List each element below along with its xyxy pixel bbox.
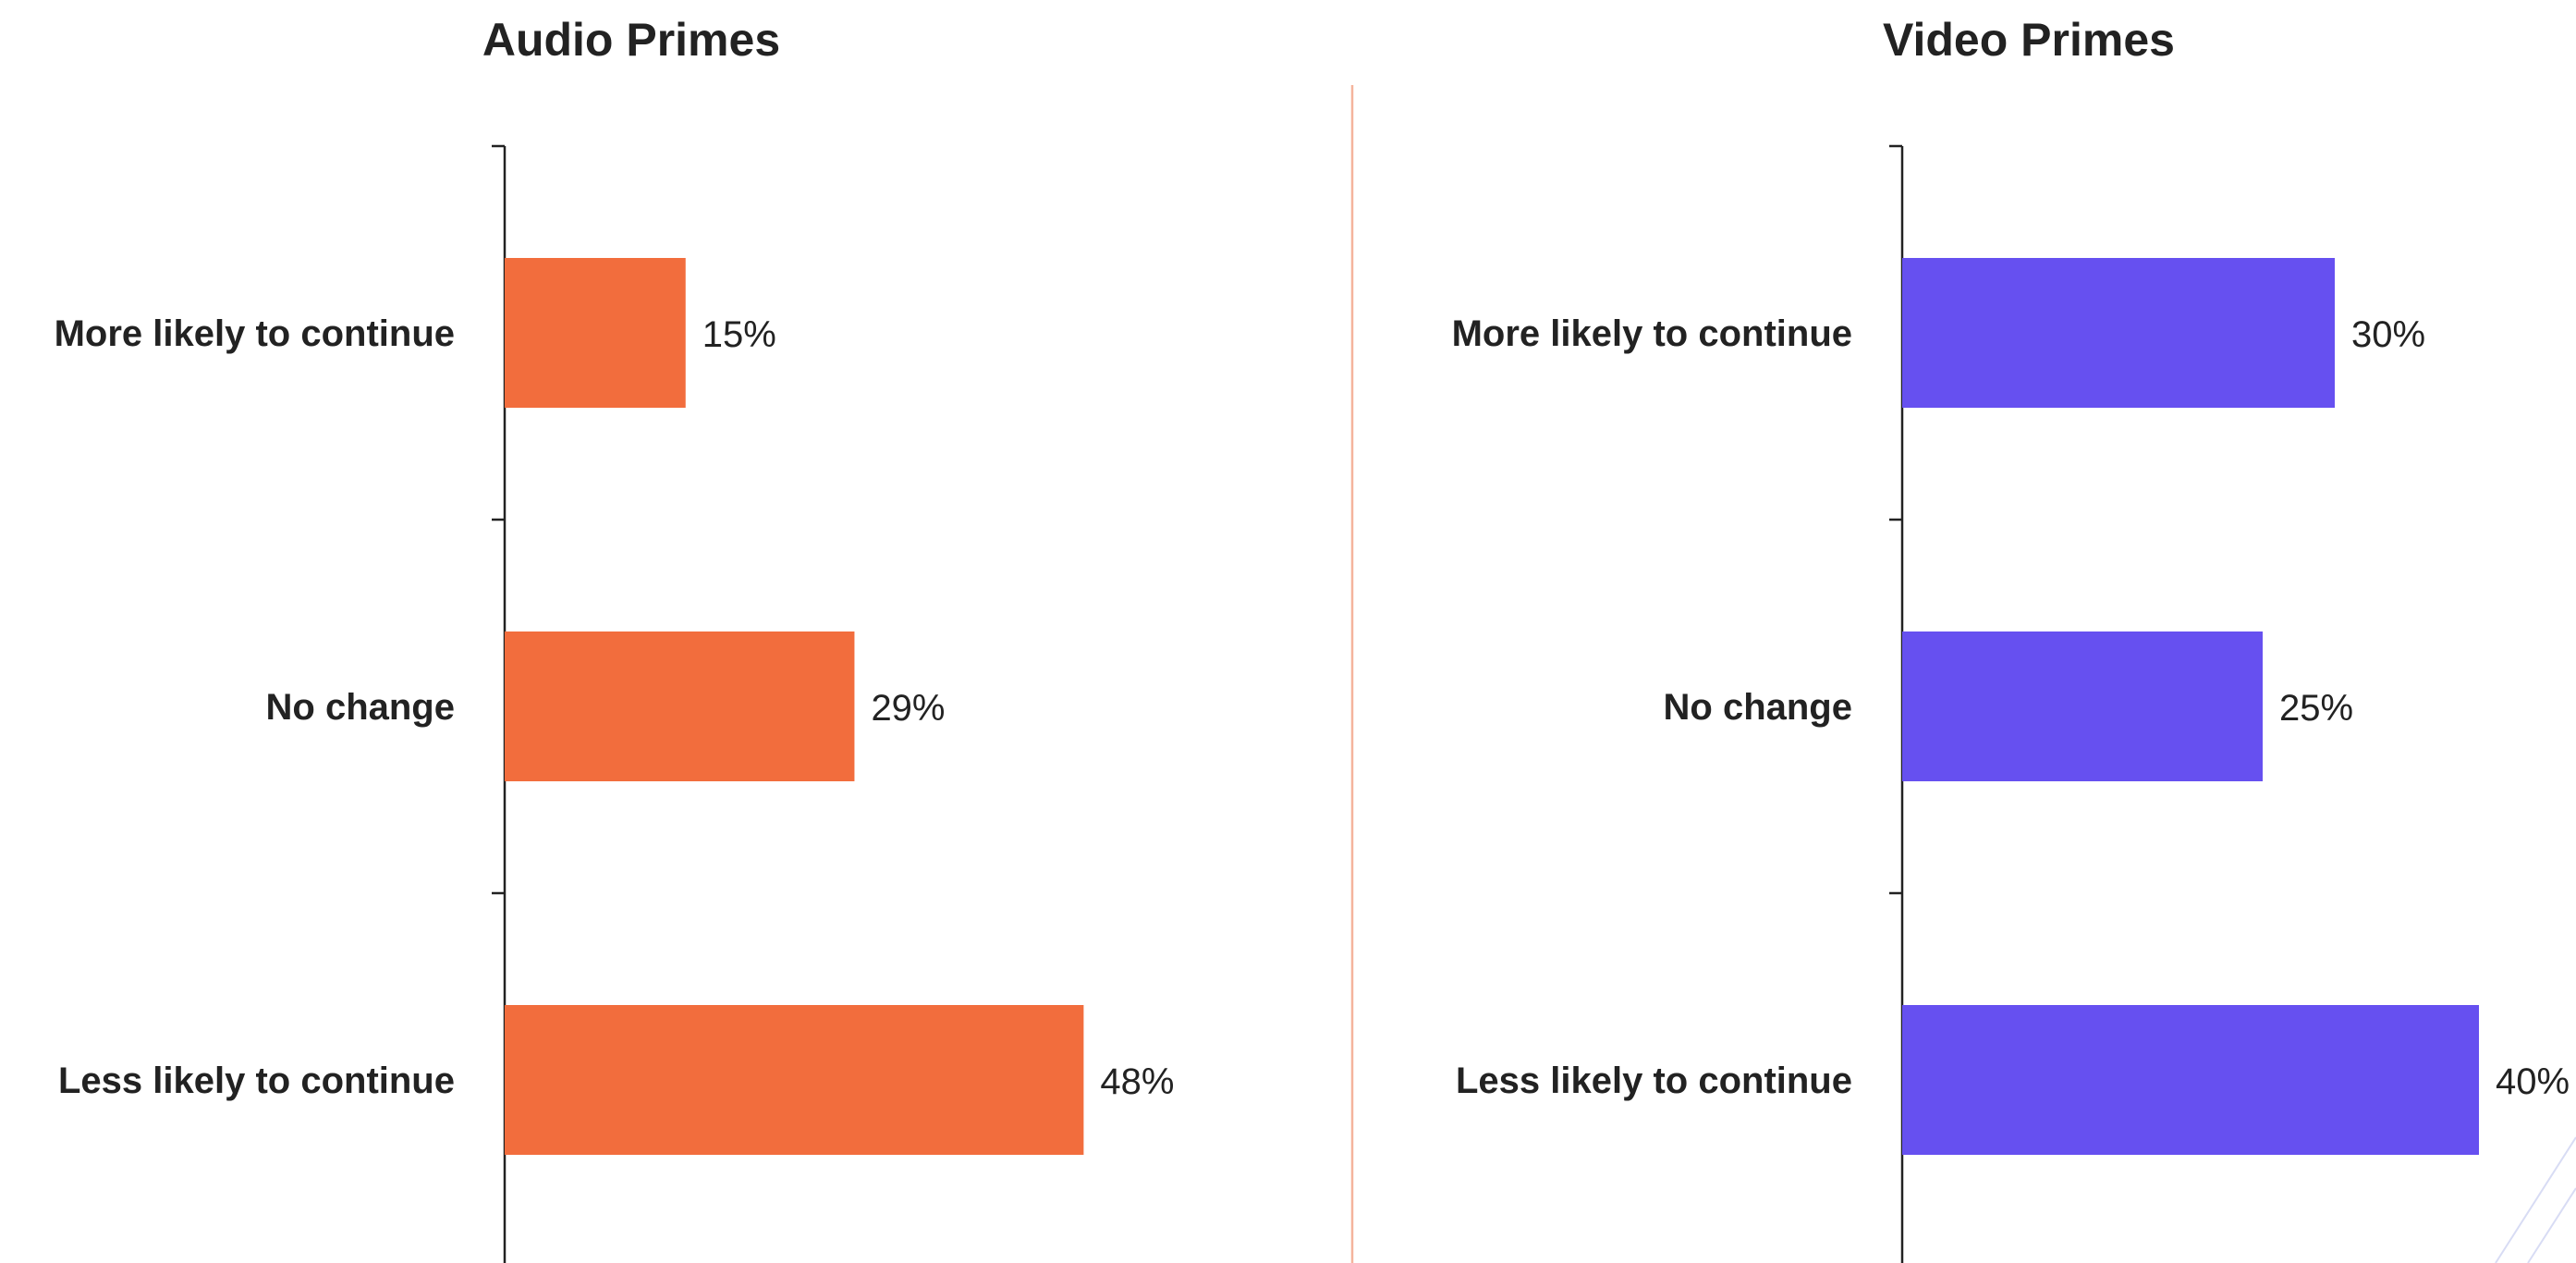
category-label: More likely to continue xyxy=(55,313,455,354)
bar xyxy=(1902,632,2263,781)
background-decoration xyxy=(2495,1136,2576,1263)
data-label: 25% xyxy=(2279,688,2353,729)
data-label: 30% xyxy=(2351,314,2425,355)
category-axis xyxy=(1889,144,1904,1263)
value-labels: 30% 25% 40% xyxy=(2279,314,2570,1102)
bar xyxy=(1902,1005,2479,1155)
audio-primes-chart: Audio Primes More likely to continue No c… xyxy=(55,14,1175,1263)
video-primes-chart: Video Primes More likely to continue No c… xyxy=(1452,14,2570,1263)
category-labels: More likely to continue No change Less lik… xyxy=(55,313,455,1101)
chart-title: Video Primes xyxy=(1883,14,2175,66)
category-axis xyxy=(492,144,507,1263)
bar-series xyxy=(505,258,1084,1155)
category-label: Less likely to continue xyxy=(58,1061,455,1101)
data-label: 29% xyxy=(871,688,945,729)
bar xyxy=(505,1005,1084,1155)
category-label: No change xyxy=(1664,687,1852,728)
bar-series xyxy=(1902,258,2479,1155)
data-label: 15% xyxy=(702,314,776,355)
bar xyxy=(1902,258,2335,408)
value-labels: 15% 29% 48% xyxy=(702,314,1175,1102)
data-label: 40% xyxy=(2496,1061,2570,1102)
category-labels: More likely to continue No change Less lik… xyxy=(1452,313,1852,1101)
category-label: No change xyxy=(266,687,455,728)
category-label: More likely to continue xyxy=(1452,313,1852,354)
bar xyxy=(505,258,686,408)
bar xyxy=(505,632,855,781)
chart-title: Audio Primes xyxy=(482,14,780,66)
data-label: 48% xyxy=(1100,1061,1174,1102)
category-label: Less likely to continue xyxy=(1456,1061,1852,1101)
